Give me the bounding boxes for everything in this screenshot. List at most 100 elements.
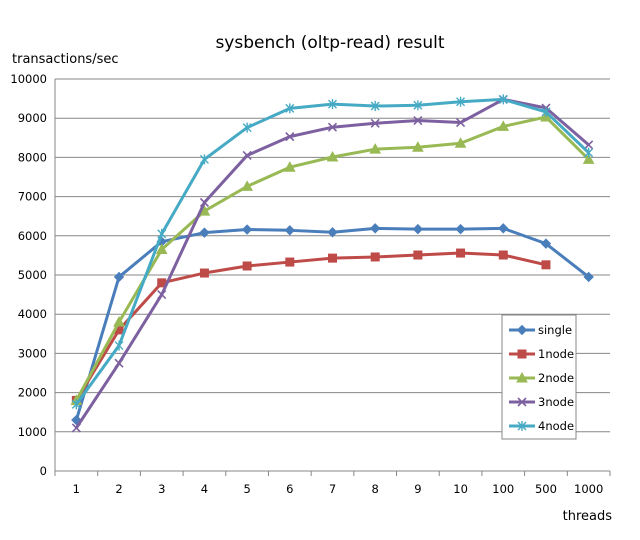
legend-marker (516, 324, 528, 336)
x-tick-label: 6 (286, 482, 293, 496)
data-point (497, 120, 510, 131)
x-tick-label: 9 (414, 482, 421, 496)
y-tick-label: 5000 (18, 268, 47, 282)
data-point (541, 106, 551, 117)
data-point (155, 243, 168, 255)
data-point (199, 154, 209, 165)
legend-item: 3node (509, 395, 574, 409)
data-point (326, 150, 339, 162)
data-point (327, 227, 338, 238)
series-4node (71, 94, 594, 410)
legend-label: single (538, 323, 572, 337)
y-tick-label: 9000 (18, 111, 47, 125)
data-point (241, 224, 253, 235)
data-point (582, 153, 595, 164)
legend: single 1node 2node 3node 4node (501, 314, 577, 440)
data-point (327, 122, 338, 132)
x-tick-label: 100 (492, 482, 514, 496)
data-point (369, 143, 382, 154)
data-point (455, 223, 466, 235)
legend-marker (517, 421, 527, 431)
data-point (114, 358, 124, 368)
legend-marker (517, 349, 527, 359)
data-point (285, 132, 295, 142)
x-axis-label: threads (563, 509, 613, 524)
plot-area: 0 1000 2000 3000 4000 5000 6000 7000 8000 9000 100… (10, 72, 611, 496)
legend-item: 2node (509, 371, 574, 385)
x-tick-label: 5 (243, 482, 250, 496)
y-tick-label: 7000 (18, 190, 47, 204)
data-point (584, 147, 594, 158)
x-tick-label: 7 (329, 482, 336, 496)
legend-marker (516, 371, 528, 383)
data-point (498, 94, 508, 105)
data-point (113, 316, 125, 327)
y-tick-label: 1000 (18, 425, 47, 439)
data-point (370, 118, 380, 128)
x-tick-label: 10 (453, 482, 468, 496)
series-1node (71, 248, 551, 405)
data-point (283, 161, 296, 172)
data-point (412, 141, 424, 152)
series-line (75, 251, 547, 402)
data-point (284, 225, 296, 236)
legend-item: single (509, 323, 572, 337)
data-point (456, 96, 466, 107)
y-tick-label: 0 (40, 464, 47, 478)
data-point (285, 103, 295, 114)
data-point (456, 248, 466, 258)
data-point (413, 115, 423, 126)
data-point (242, 122, 252, 133)
data-point (498, 250, 508, 260)
x-tick-label: 1000 (574, 482, 603, 496)
data-point (71, 423, 81, 433)
x-tick-label: 8 (372, 482, 379, 496)
y-tick-label: 8000 (18, 150, 47, 164)
data-point (540, 238, 552, 249)
data-point (456, 117, 466, 128)
data-point (242, 150, 252, 161)
legend-label: 3node (538, 395, 574, 409)
y-tick-label: 10000 (10, 72, 47, 86)
chart-title: sysbench (oltp-read) result (215, 33, 444, 53)
data-point (71, 399, 81, 410)
data-point (370, 252, 380, 262)
data-point (114, 340, 124, 351)
data-point (583, 271, 594, 283)
data-point (241, 180, 253, 191)
data-point (412, 223, 424, 235)
x-tick-label: 3 (158, 482, 165, 496)
data-point (199, 197, 209, 208)
x-tick-label: 2 (115, 482, 122, 496)
data-point (199, 227, 210, 238)
y-tick-label: 4000 (18, 307, 47, 321)
data-point (413, 100, 423, 111)
legend-item: 4node (509, 419, 574, 433)
data-point (584, 140, 594, 150)
x-tick-label: 500 (535, 482, 557, 496)
data-point (498, 223, 509, 234)
data-point (242, 261, 252, 271)
legend-label: 2node (538, 371, 574, 385)
legend-marker (517, 397, 527, 407)
legend-label: 1node (538, 347, 574, 361)
data-point (157, 228, 167, 239)
data-point (328, 99, 337, 110)
data-point (541, 260, 551, 270)
y-tick-label: 3000 (18, 346, 47, 360)
x-tick-label: 4 (201, 482, 208, 496)
x-tick-label: 1 (73, 482, 80, 496)
y-axis-label: transactions/sec (12, 52, 119, 67)
data-point (328, 253, 337, 263)
legend-label: 4node (538, 419, 574, 433)
data-point (199, 268, 209, 278)
data-point (369, 223, 381, 234)
legend-item: 1node (509, 347, 574, 361)
data-point (113, 271, 125, 283)
data-point (285, 257, 295, 267)
data-point (157, 290, 167, 300)
data-point (370, 101, 380, 112)
data-point (454, 137, 467, 148)
